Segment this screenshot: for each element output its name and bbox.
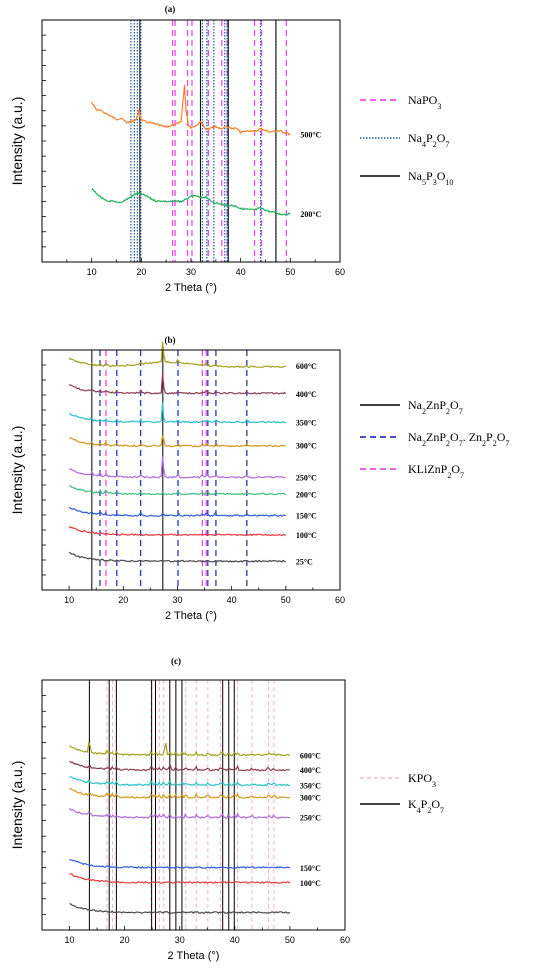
x-axis-label: 2 Theta (°) bbox=[168, 950, 220, 962]
legend-entry: Na2ZnP2O7. Zn2P2O7 bbox=[408, 430, 509, 448]
series-line bbox=[69, 760, 290, 772]
x-axis-label: 2 Theta (°) bbox=[165, 610, 217, 622]
series-line bbox=[68, 341, 286, 369]
series-line bbox=[69, 776, 290, 787]
chart-panel-b: (b) 600°C 400°C 350°C 300°C 250°C 200°C 150°C 10… bbox=[9, 335, 509, 622]
x-tick-label: 50 bbox=[285, 267, 295, 277]
series-label: 100°C bbox=[300, 879, 321, 888]
series-line bbox=[69, 858, 291, 869]
x-tick-label: 30 bbox=[186, 267, 196, 277]
series-line bbox=[91, 188, 291, 216]
y-axis-label: Intensity (a.u.) bbox=[9, 761, 25, 850]
series-label: 150°C bbox=[296, 511, 317, 520]
x-tick-label: 20 bbox=[118, 595, 128, 605]
series-line bbox=[68, 506, 286, 517]
x-tick-label: 50 bbox=[285, 935, 295, 945]
series-line bbox=[69, 807, 290, 820]
legend-entry: Na5P3O10 bbox=[408, 169, 453, 187]
series-line bbox=[69, 402, 286, 424]
series-line bbox=[68, 456, 286, 479]
x-axis-label: 2 Theta (°) bbox=[165, 282, 217, 294]
x-tick-label: 10 bbox=[65, 935, 75, 945]
x-tick-label: 40 bbox=[230, 935, 240, 945]
y-axis-label: Intensity (a.u.) bbox=[9, 97, 25, 186]
series-label: 250°C bbox=[296, 474, 317, 483]
x-tick-label: 40 bbox=[236, 267, 246, 277]
legend-entry: NaPO3 bbox=[408, 93, 441, 111]
legend-entry: Na2ZnP2O7 bbox=[408, 398, 463, 416]
panel-label: (b) bbox=[165, 335, 176, 345]
series-label: 600°C bbox=[296, 362, 317, 371]
plot-frame bbox=[41, 679, 346, 931]
series-label: 350°C bbox=[300, 781, 321, 790]
x-tick-label: 50 bbox=[281, 595, 291, 605]
series-label: 400°C bbox=[296, 390, 317, 399]
x-tick-label: 60 bbox=[335, 267, 345, 277]
series-label: 200°C bbox=[296, 490, 317, 499]
x-tick-label: 60 bbox=[335, 595, 345, 605]
legend-entry: KLiZnP2O7 bbox=[408, 462, 464, 480]
series-line bbox=[69, 903, 291, 915]
series-line bbox=[68, 551, 286, 563]
legend-entry: Na4P2O7 bbox=[408, 131, 449, 149]
plot-frame bbox=[41, 19, 341, 263]
x-tick-label: 10 bbox=[87, 267, 97, 277]
series-label: 350°C bbox=[296, 419, 317, 428]
series-line bbox=[68, 526, 286, 537]
series-label: 300°C bbox=[296, 442, 317, 451]
x-tick-label: 40 bbox=[227, 595, 237, 605]
series-line bbox=[69, 373, 287, 395]
series-label: 300°C bbox=[300, 793, 321, 802]
series-label: 400°C bbox=[300, 766, 321, 775]
series-line bbox=[69, 740, 291, 757]
series-line bbox=[69, 873, 291, 884]
x-tick-label: 30 bbox=[175, 935, 185, 945]
x-tick-label: 30 bbox=[172, 595, 182, 605]
series-line bbox=[91, 84, 291, 136]
series-line bbox=[69, 788, 291, 800]
x-tick-label: 60 bbox=[340, 935, 350, 945]
series-label: 100°C bbox=[296, 531, 317, 540]
chart-panel-a: (a) 500°C 200°C 10 20 30 40 50 60 2 Theta (°) Inte… bbox=[9, 4, 453, 294]
legend-entry: KPO3 bbox=[408, 771, 436, 789]
panel-label: (a) bbox=[165, 4, 176, 14]
legend-entry: K4P2O7 bbox=[408, 797, 444, 815]
x-tick-label: 20 bbox=[120, 935, 130, 945]
series-line bbox=[68, 435, 286, 448]
chart-panel-c: (c) 600°C 400°C 350°C 300°C 250°C 150°C 100°C 10… bbox=[9, 656, 444, 962]
series-label: 25°C bbox=[296, 558, 313, 567]
plot-frame bbox=[41, 349, 341, 591]
series-label: 250°C bbox=[300, 814, 321, 823]
series-label: 150°C bbox=[300, 864, 321, 873]
y-axis-label: Intensity (a.u.) bbox=[9, 426, 25, 515]
x-tick-label: 10 bbox=[64, 595, 74, 605]
series-label: 500°C bbox=[300, 131, 321, 140]
series-label: 200°C bbox=[300, 210, 321, 219]
x-tick-label: 20 bbox=[136, 267, 146, 277]
panel-label: (c) bbox=[171, 656, 181, 666]
series-line bbox=[68, 485, 287, 496]
series-label: 600°C bbox=[300, 752, 321, 761]
